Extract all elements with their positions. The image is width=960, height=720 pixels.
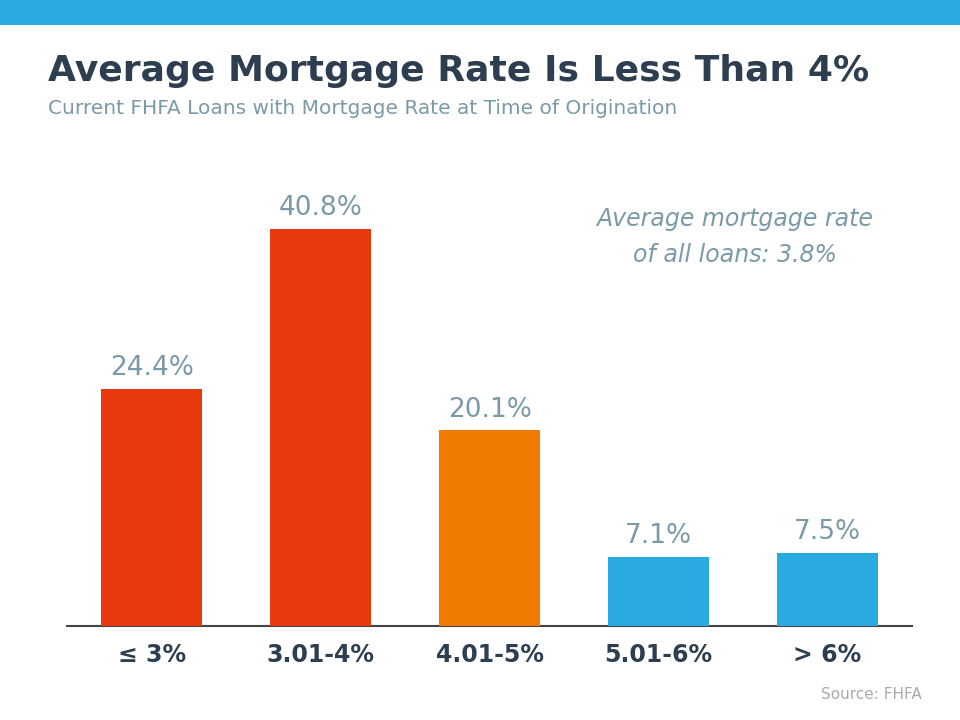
Text: 7.5%: 7.5% (794, 519, 861, 546)
Text: Average mortgage rate
of all loans: 3.8%: Average mortgage rate of all loans: 3.8% (596, 207, 873, 266)
Text: 20.1%: 20.1% (447, 397, 532, 423)
Text: 7.1%: 7.1% (625, 523, 692, 549)
Bar (270, 229, 372, 626)
Text: 24.4%: 24.4% (109, 355, 194, 381)
Bar (608, 557, 709, 626)
Bar (777, 553, 878, 626)
Text: Average Mortgage Rate Is Less Than 4%: Average Mortgage Rate Is Less Than 4% (48, 54, 869, 88)
Text: Current FHFA Loans with Mortgage Rate at Time of Origination: Current FHFA Loans with Mortgage Rate at… (48, 99, 677, 118)
Text: Source: FHFA: Source: FHFA (821, 687, 922, 702)
Text: 40.8%: 40.8% (278, 195, 363, 221)
Bar (101, 389, 203, 626)
Bar (439, 431, 540, 626)
